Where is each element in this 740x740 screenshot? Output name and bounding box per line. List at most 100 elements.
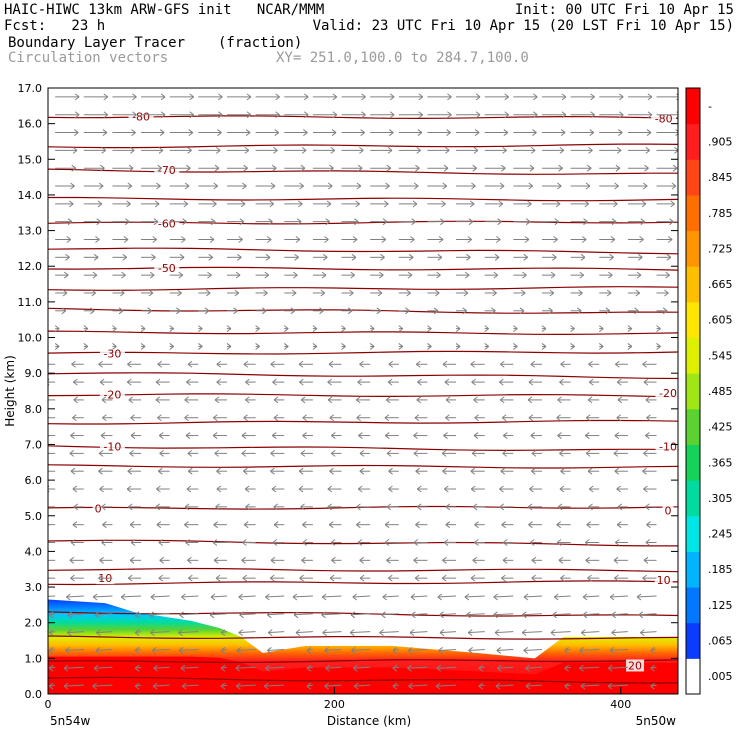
- circulation-vector: [292, 593, 313, 601]
- circulation-vector: [650, 647, 657, 654]
- circulation-vector: [235, 664, 256, 672]
- circulation-vector: [169, 289, 182, 297]
- circulation-vector: [484, 93, 510, 101]
- circulation-vector: [55, 271, 69, 279]
- circulation-vector: [179, 611, 199, 619]
- circulation-vector: [126, 485, 142, 493]
- circulation-vector: [55, 129, 79, 136]
- circulation-vector: [273, 414, 285, 422]
- temperature-contour: [48, 286, 678, 291]
- circulation-vector: [112, 253, 128, 261]
- contour-label: -80: [655, 112, 673, 125]
- colorbar-swatch: [686, 622, 700, 659]
- circulation-vector: [48, 647, 56, 654]
- circulation-vector: [398, 289, 411, 297]
- circulation-vector: [484, 146, 507, 154]
- circulation-vector: [283, 325, 289, 333]
- circulation-vector: [150, 593, 170, 601]
- circulation-vector: [284, 307, 296, 315]
- circulation-vector: [130, 414, 142, 422]
- circulation-vector: [607, 664, 628, 672]
- circulation-vector: [169, 343, 175, 350]
- circulation-vector: [484, 236, 501, 243]
- circulation-vector: [416, 485, 428, 493]
- circulation-vector: [541, 93, 567, 101]
- circulation-vector: [127, 467, 142, 475]
- circulation-vector: [341, 164, 363, 172]
- circulation-vector: [559, 449, 571, 457]
- circulation-vector: [627, 325, 633, 333]
- circulation-vector: [456, 182, 476, 190]
- colorbar-swatch: [686, 444, 700, 481]
- colorbar-label: .365: [708, 456, 733, 469]
- circulation-vector: [531, 556, 542, 564]
- circulation-vector: [493, 611, 514, 619]
- circulation-vector: [331, 432, 342, 439]
- circulation-vector: [178, 629, 199, 637]
- circulation-vector: [407, 664, 428, 672]
- circulation-vector: [112, 146, 135, 154]
- circulation-vector: [112, 129, 136, 136]
- circulation-vector: [155, 378, 170, 386]
- circulation-vector: [352, 593, 371, 601]
- circulation-vector: [484, 200, 504, 208]
- circulation-vector: [69, 449, 84, 457]
- circulation-vector: [456, 93, 481, 101]
- circulation-vector: [270, 360, 285, 368]
- y-tick-label: 4.0: [25, 545, 43, 558]
- contour-label: 0: [664, 504, 671, 517]
- circulation-vector: [427, 164, 449, 172]
- circulation-vector: [169, 236, 186, 243]
- header-line2-left: Fcst: 23 h: [4, 18, 106, 34]
- circulation-vector: [70, 467, 84, 475]
- circulation-vector: [210, 593, 228, 601]
- circulation-vector: [169, 111, 195, 119]
- circulation-vector: [358, 432, 371, 439]
- circulation-vector: [614, 432, 628, 439]
- circulation-vector: [541, 111, 567, 119]
- circulation-vector: [513, 343, 518, 350]
- circulation-vector: [226, 129, 251, 136]
- circulation-vector: [445, 521, 457, 529]
- circulation-vector: [599, 146, 622, 154]
- circulation-vector: [184, 396, 199, 404]
- y-tick-label: 14.0: [18, 189, 43, 202]
- circulation-vector: [656, 93, 678, 101]
- circulation-vector: [607, 682, 628, 690]
- circulation-vector: [525, 682, 543, 690]
- contour-label: -10: [103, 440, 121, 453]
- circulation-vector: [609, 647, 628, 654]
- circulation-vector: [409, 629, 428, 637]
- circulation-vector: [442, 556, 457, 564]
- circulation-vector: [83, 111, 109, 119]
- circulation-vector: [255, 218, 273, 226]
- circulation-vector: [413, 449, 428, 457]
- circulation-vector: [226, 236, 243, 243]
- circulation-vector: [585, 414, 600, 422]
- circulation-vector: [614, 467, 628, 475]
- circulation-vector: [245, 396, 256, 404]
- circulation-vector: [284, 164, 306, 172]
- temperature-contour: [48, 676, 678, 684]
- circulation-vector: [48, 452, 56, 454]
- circulation-vector: [93, 664, 113, 672]
- circulation-vector: [398, 111, 424, 119]
- temperature-contour: [48, 659, 678, 663]
- y-tick-label: 17.0: [18, 82, 43, 95]
- circulation-vector: [616, 414, 628, 422]
- circulation-vector: [112, 200, 131, 208]
- circulation-vector: [513, 93, 538, 101]
- circulation-vector: [312, 146, 336, 154]
- circulation-vector: [215, 503, 227, 511]
- circulation-vector: [273, 396, 285, 404]
- circulation-vector: [410, 593, 428, 601]
- circulation-vector: [302, 432, 313, 439]
- circulation-vector: [441, 449, 457, 457]
- circulation-vector: [67, 611, 84, 619]
- circulation-vector: [198, 164, 220, 172]
- circulation-vector: [437, 593, 457, 601]
- colorbar-swatch: [686, 337, 700, 374]
- circulation-vector: [513, 129, 537, 136]
- circulation-vector: [55, 146, 78, 154]
- circulation-vector: [493, 593, 514, 601]
